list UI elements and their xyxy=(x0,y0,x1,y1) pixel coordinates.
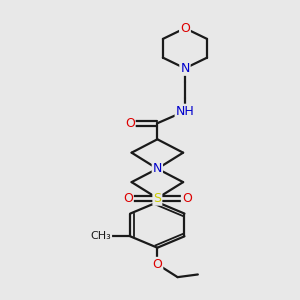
Text: O: O xyxy=(182,192,192,205)
Text: O: O xyxy=(123,192,133,205)
Text: NH: NH xyxy=(176,105,194,118)
Text: N: N xyxy=(153,162,162,175)
Text: CH₃: CH₃ xyxy=(90,231,111,241)
Text: O: O xyxy=(152,258,162,271)
Text: N: N xyxy=(180,62,190,75)
Text: O: O xyxy=(180,22,190,35)
Text: O: O xyxy=(125,117,135,130)
Text: S: S xyxy=(153,192,161,205)
